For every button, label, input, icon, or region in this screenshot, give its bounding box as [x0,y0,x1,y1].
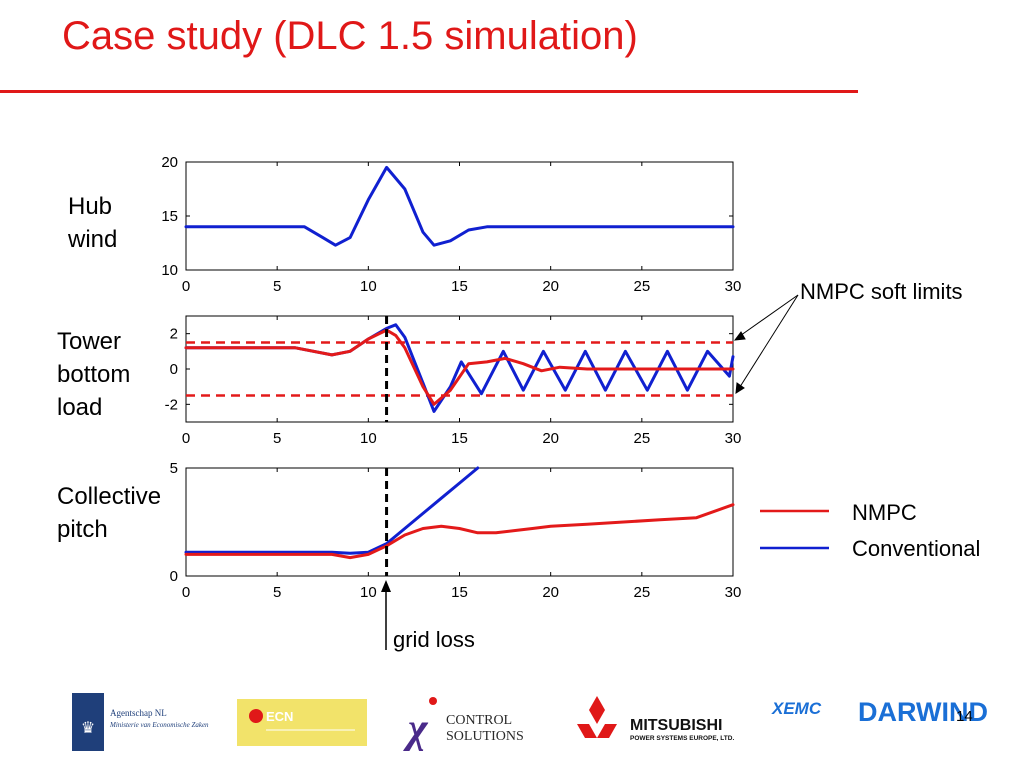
three-diamonds-icon [577,696,617,738]
agentschap-ministry: Ministerie van Economische Zaken [109,721,209,729]
x-tick-label: 30 [725,584,742,601]
control-solutions-logo: χ CONTROL SOLUTIONS [403,697,524,752]
y-tick-label: 15 [161,208,178,225]
y-tick-label: 10 [161,262,178,279]
collective-pitch-label: Collective pitch [57,480,161,546]
tower-label-line: bottom [57,361,131,388]
x-tick-label: 0 [182,584,190,601]
ecn-mark-icon [249,709,263,723]
x-tick-label: 30 [725,430,742,447]
x-tick-label: 0 [182,278,190,295]
x-tick-label: 5 [273,430,281,447]
control-word: CONTROL [446,713,512,728]
darwind-name: DARWIND [858,697,988,727]
x-mark-icon: χ [403,706,429,752]
y-tick-label: 20 [161,154,178,171]
soft-limits-annotation: NMPC soft limits [800,279,963,304]
plot-frame [185,161,734,271]
title-rule [0,90,858,93]
agentschap-name: Agentschap NL [110,708,167,718]
hub-wind-label-line: wind [68,226,118,253]
grid-loss-arrow [381,580,391,650]
x-tick-label: 10 [360,430,377,447]
ecn-name: ECN [266,709,293,724]
grid-loss-annotation: grid loss [393,627,475,652]
agentschap-logo-bar [72,693,104,751]
x-tick-label: 30 [725,278,742,295]
hub-wind-label: Hub wind [68,190,117,256]
y-tick-label: 5 [170,460,178,477]
y-tick-label: 0 [170,568,178,585]
x-tick-label: 10 [360,278,377,295]
ecn-logo: ECN [237,699,367,746]
y-tick-label: 2 [170,326,178,343]
pitch-label-line: Collective [57,483,162,510]
tower-label-line: load [57,394,103,421]
x-tick-label: 20 [542,584,559,601]
x-tick-label: 20 [542,278,559,295]
series-line-nmpc [184,503,735,560]
x-tick-label: 5 [273,584,281,601]
x-tick-label: 15 [451,584,468,601]
solutions-word: SOLUTIONS [446,729,524,744]
crest-icon: ♛ [81,718,95,737]
series-line [184,165,735,247]
hub-wind-plot: 0 5 10 15 20 25 30 10 15 20 [161,154,741,295]
mitsubishi-logo: MITSUBISHI POWER SYSTEMS EUROPE, LTD. [577,696,734,742]
x-tick-label: 20 [542,430,559,447]
x-mark-dot-icon [429,697,437,705]
agentschap-logo: ♛ Agentschap NL Ministerie van Economisc… [72,693,209,751]
legend-label-nmpc: NMPC [852,500,917,525]
x-tick-label: 15 [451,430,468,447]
hub-wind-label-line: Hub [68,193,113,220]
legend: NMPC Conventional [760,500,980,561]
tower-bottom-load-label: Tower bottom load [57,325,130,424]
tower-label-line: Tower [57,328,122,355]
mitsubishi-sub: POWER SYSTEMS EUROPE, LTD. [630,735,734,742]
series-line-nmpc [184,328,735,406]
x-tick-label: 10 [360,584,377,601]
x-tick-label: 15 [451,278,468,295]
page-number: 14 [956,708,973,725]
x-tick-label: 25 [633,430,650,447]
tower-bottom-load-plot: 0 5 10 15 20 25 30-202 [165,315,742,447]
mitsubishi-name: MITSUBISHI [630,717,722,734]
x-tick-label: 5 [273,278,281,295]
ecn-logo-bg [237,699,367,746]
y-tick-label: 0 [170,361,178,378]
xemc-name: XEMC [771,699,822,718]
pitch-label-line: pitch [57,516,108,543]
x-tick-label: 25 [633,278,650,295]
legend-label-conventional: Conventional [852,536,980,561]
y-tick-label: -2 [165,396,178,413]
collective-pitch-plot: 0 5 10 15 20 25 30 0 5 [170,460,742,601]
xemc-darwind-logo: XEMC DARWIND [771,697,988,727]
x-tick-label: 25 [633,584,650,601]
series-line-conventional [184,466,480,555]
soft-limits-arrows [733,294,799,394]
slide-title: Case study (DLC 1.5 simulation) [62,14,638,58]
x-tick-label: 0 [182,430,190,447]
